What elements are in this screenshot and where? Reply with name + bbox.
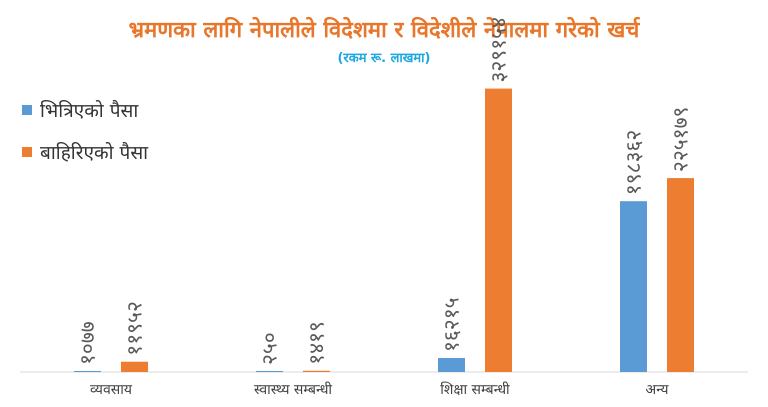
legend-swatch-inflow [22,105,32,115]
x-tick-label-1: स्वास्थ्य सम्बन्धी [254,381,332,398]
bar-inflow-2 [438,358,465,372]
data-labels-layer: १०७७ ११९५२ २५० १४१९ १६२१५ ३२९१५४ १९८३६२ २२५१७९ [76,17,693,365]
data-label-outflow-2: ३२९१५४ [487,17,511,83]
bar-outflow-0 [121,361,148,372]
data-label-outflow-0: ११९५२ [123,301,147,356]
bar-inflow-0 [74,371,101,372]
bar-outflow-2 [485,88,512,373]
data-label-outflow-3: २२५१७९ [669,107,693,173]
data-label-outflow-1: १४१९ [305,321,329,365]
x-tick-labels-layer: व्यवसाय स्वास्थ्य सम्बन्धी शिक्षा सम्बन्धी… [90,381,669,398]
legend-swatch-outflow [22,147,32,157]
chart-subtitle: (रकम रू. लाखमा) [337,51,431,66]
x-tick-label-3: अन्य [646,382,670,398]
x-tick-label-0: व्यवसाय [90,382,133,398]
data-label-inflow-1: २५० [258,332,282,365]
legend-label-inflow: भित्रिएको पैसा [40,100,139,122]
legend-item-inflow: भित्रिएको पैसा [22,97,138,123]
legend-item-outflow: बाहिरिएको पैसा [22,139,148,165]
data-label-inflow-0: १०७७ [76,321,100,365]
data-label-inflow-2: १६२१५ [440,297,464,352]
x-tick-label-2: शिक्षा सम्बन्धी [440,381,510,398]
bar-inflow-3 [620,201,647,372]
bar-outflow-3 [667,178,694,372]
bars-layer [74,88,694,373]
legend-label-outflow: बाहिरिएको पैसा [40,142,149,164]
bar-inflow-1 [256,371,283,372]
data-label-inflow-3: १९८३६२ [622,130,646,196]
chart-title: भ्रमणका लागि नेपालीले विदेशमा र विदेशीले… [128,18,640,43]
bar-outflow-1 [303,370,330,372]
